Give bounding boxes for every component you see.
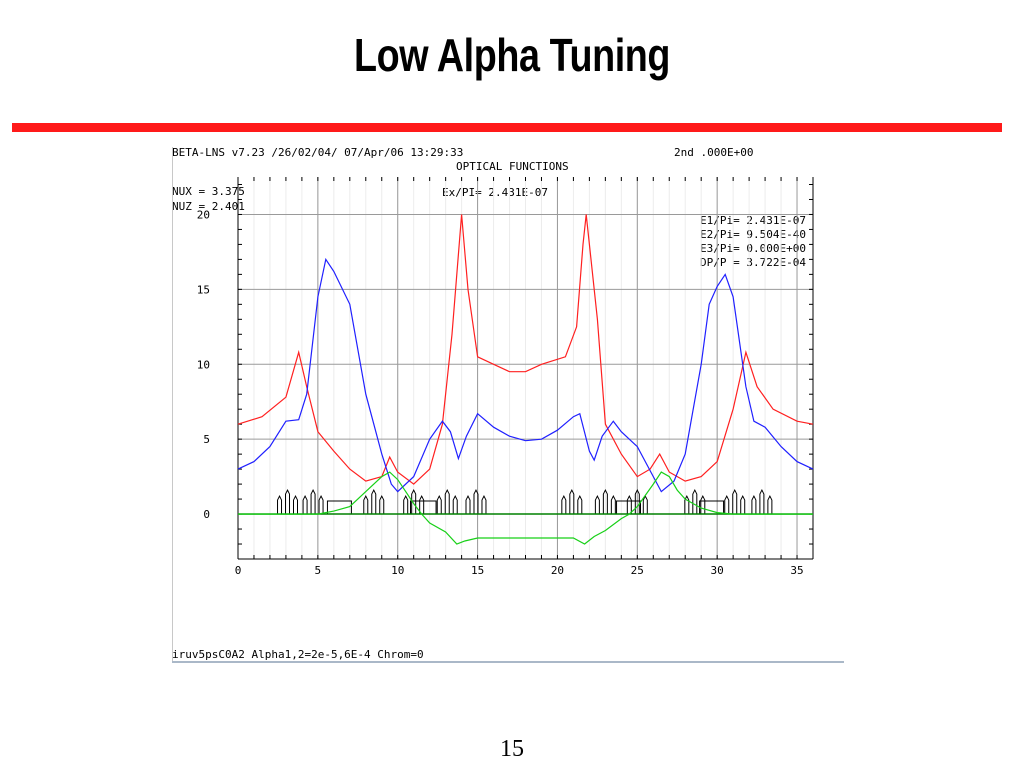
y-tick-label: 10 [197,358,210,371]
y-tick-label: 5 [203,433,210,446]
optical-functions-chart: BETA-LNS v7.23 /26/02/04/ 07/Apr/06 13:2… [172,146,814,661]
y-tick-label: 20 [197,208,210,221]
param-e1: E1/Pi= 2.431E-07 [700,214,806,227]
emittance-readout: Ex/PI= 2.431E-07 [442,186,548,199]
plot-frame: BETA-LNS v7.23 /26/02/04/ 07/Apr/06 13:2… [172,146,844,663]
x-tick-label: 5 [315,564,322,577]
param-dpp: DP/P = 3.722E-04 [700,256,806,269]
x-tick-label: 0 [235,564,242,577]
plot-area: 0 5 10 15 20 25 30 35 0 5 10 15 20 [197,177,814,577]
nuz-readout: NUZ = 2.401 [172,200,245,213]
x-tick-label: 35 [790,564,803,577]
slide-number: 15 [500,736,524,762]
param-e3: E3/Pi= 0.000E+00 [700,242,806,255]
blue-function-curve [237,257,814,493]
x-tick-label: 15 [471,564,484,577]
program-line: BETA-LNS v7.23 /26/02/04/ 07/Apr/06 13:2… [172,147,463,159]
x-tick-label: 25 [631,564,644,577]
footer-caption: iruv5psC0A2 Alpha1,2=2e-5,6E-4 Chrom=0 [172,648,424,661]
lattice-elements [277,488,773,515]
red-function-curve [237,214,814,485]
slide-title: Low Alpha Tuning [353,29,671,81]
nux-readout: NUX = 3.375 [172,185,245,198]
chart-subtitle: OPTICAL FUNCTIONS [456,160,569,173]
right-header: 2nd .000E+00 [674,147,753,159]
green-function-curve [238,471,813,545]
param-e2: E2/Pi= 9.504E-40 [700,228,806,241]
x-tick-label: 30 [711,564,724,577]
x-tick-label: 20 [551,564,564,577]
title-rule [12,123,1002,132]
y-tick-label: 15 [197,283,210,296]
frame-left-edge [172,147,173,663]
frame-bottom-edge [172,661,844,663]
y-tick-label: 0 [203,508,210,521]
x-tick-label: 10 [391,564,404,577]
